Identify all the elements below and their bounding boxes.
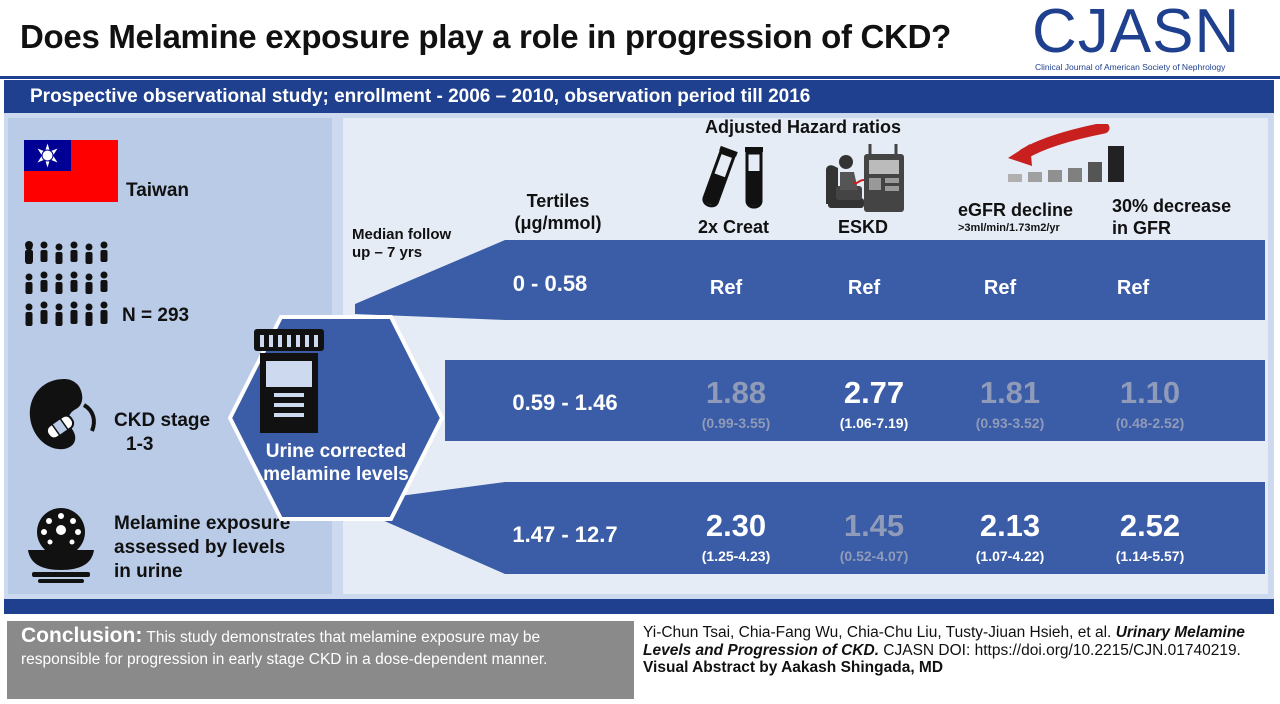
tertile-rows-graphic [355, 240, 1265, 574]
kidney-icon [29, 379, 96, 450]
citation-doi: CJASN DOI: https://doi.org/10.2215/CJN.0… [879, 641, 1241, 659]
cjasn-logo-subtitle: Clinical Journal of American Society of … [1035, 62, 1226, 72]
conclusion-text: This study demonstrates that melamine ex… [21, 629, 548, 668]
egfr-subheader: >3ml/min/1.73m2/yr [958, 222, 1060, 234]
row3-gfr-ci: (1.14-5.57) [1115, 548, 1185, 564]
row2-eskd-value: 2.77 [843, 375, 905, 410]
median-line-2: up – 7 yrs [352, 244, 423, 261]
row2-creat-value: 1.88 [705, 375, 767, 410]
row2-tertile: 0.59 - 1.46 [512, 390, 618, 415]
eskd-header: ESKD [838, 217, 889, 237]
row2-creat-ci: (0.99-3.55) [701, 415, 771, 431]
row1-gfr-value: Ref [1116, 277, 1150, 299]
hexagon-label-line2: melamine levels [263, 464, 409, 485]
gfr-line-1: 30% decrease [1112, 196, 1232, 216]
food-bowl-icon [28, 508, 94, 583]
row3-egfr-ci: (1.07-4.22) [975, 548, 1045, 564]
declining-bars-icon [1008, 124, 1124, 182]
tertile-row-1-shape [355, 240, 1265, 320]
gfr-line-2: in GFR [1112, 218, 1171, 238]
citation: Yi-Chun Tsai, Chia-Fang Wu, Chia-Chu Liu… [643, 624, 1273, 677]
row3-tertile: 1.47 - 12.7 [512, 522, 618, 547]
row2-gfr-ci: (0.48-2.52) [1115, 415, 1185, 431]
row3-egfr-value: 2.13 [979, 508, 1041, 543]
dialysis-icon [826, 144, 904, 212]
conclusion-label: Conclusion: [21, 624, 143, 647]
row2-egfr-value: 1.81 [979, 375, 1041, 410]
ckd-stage-label: CKD stage [114, 410, 211, 431]
tertiles-line-2: (μg/mmol) [514, 213, 602, 233]
exposure-label-1: Melamine exposure [114, 513, 291, 534]
row1-egfr-value: Ref [983, 277, 1017, 299]
row2-gfr-value: 1.10 [1119, 375, 1181, 410]
conclusion-box: Conclusion: This study demonstrates that… [7, 621, 634, 699]
bottom-divider [4, 599, 1274, 614]
row1-eskd-value: Ref [847, 277, 881, 299]
median-line-1: Median follow [352, 226, 452, 243]
row1-creat-value: Ref [709, 277, 743, 299]
title-divider [0, 76, 1280, 79]
gfr-header: 30% decrease in GFR [1112, 195, 1231, 239]
people-icon [25, 241, 108, 326]
citation-article: Urinary Melamine Levels and Progression … [643, 624, 1245, 659]
adjusted-hazard-header: Adjusted Hazard ratios [705, 117, 902, 137]
page-title: Does Melamine exposure play a role in pr… [20, 18, 951, 55]
row3-eskd-ci: (0.52-4.07) [839, 548, 909, 564]
country-label: Taiwan [126, 180, 189, 201]
tertiles-line-1: Tertiles [526, 191, 590, 211]
row3-gfr-value: 2.52 [1119, 508, 1181, 543]
ckd-stage-range: 1-3 [126, 434, 154, 455]
row2-egfr-ci: (0.93-3.52) [975, 415, 1045, 431]
urine-container-icon [254, 329, 324, 433]
row1-tertile: 0 - 0.58 [512, 271, 588, 296]
creat-header: 2x Creat [698, 217, 770, 237]
tertile-row-2-shape [445, 360, 1265, 441]
sample-size-label: N = 293 [122, 305, 190, 326]
hexagon-label-line1: Urine corrected [265, 441, 407, 462]
row3-creat-ci: (1.25-4.23) [701, 548, 771, 564]
taiwan-flag-icon [24, 140, 118, 202]
cjasn-logo: CJASN [1032, 0, 1241, 66]
row3-creat-value: 2.30 [705, 508, 767, 543]
study-banner: Prospective observational study; enrollm… [4, 80, 1274, 113]
hexagon-label: Urine corrected melamine levels [226, 440, 446, 486]
exposure-label-3: in urine [114, 561, 183, 582]
row2-eskd-ci: (1.06-7.19) [839, 415, 909, 431]
tertiles-header: Tertiles (μg/mmol) [508, 190, 608, 234]
exposure-label-2: assessed by levels [114, 537, 286, 558]
test-tubes-icon [702, 145, 763, 209]
tertile-row-3-shape [355, 482, 1265, 574]
citation-authors: Yi-Chun Tsai, Chia-Fang Wu, Chia-Chu Liu… [643, 624, 1116, 641]
egfr-header: eGFR decline [958, 200, 1074, 220]
row3-eskd-value: 1.45 [843, 508, 905, 543]
citation-credit: Visual Abstract by Aakash Shingada, MD [643, 659, 944, 676]
median-follow-up: Median follow up – 7 yrs [352, 226, 451, 262]
